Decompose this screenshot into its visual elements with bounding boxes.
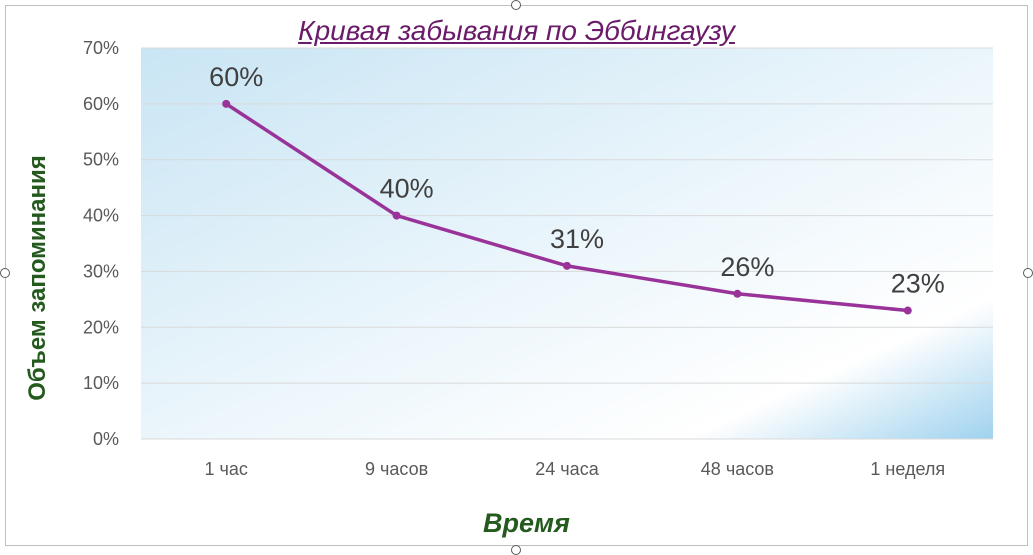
y-tick-label: 50% — [83, 150, 119, 170]
x-axis-title: Время — [483, 508, 570, 538]
y-tick-label: 40% — [83, 206, 119, 226]
y-tick-label: 60% — [83, 94, 119, 114]
x-tick-label: 48 часов — [701, 459, 774, 479]
data-point — [733, 289, 742, 298]
x-tick-label: 9 часов — [365, 459, 428, 479]
y-tick-label: 10% — [83, 373, 119, 393]
y-axis: 0% 10% 20% 30% 40% 50% 60% 70% — [83, 38, 119, 449]
data-label: 26% — [720, 252, 774, 282]
gridlines — [141, 47, 993, 440]
data-label: 23% — [891, 269, 945, 299]
resize-handle-left[interactable] — [0, 268, 10, 278]
chart-title: Кривая забывания по Эббингаузу — [298, 15, 735, 46]
data-point — [903, 306, 912, 315]
resize-handle-top[interactable] — [511, 0, 521, 10]
data-point — [222, 99, 231, 108]
data-labels: 60% 40% 31% 26% 23% — [209, 62, 945, 299]
data-label: 40% — [380, 174, 434, 204]
y-tick-label: 20% — [83, 317, 119, 337]
y-tick-label: 0% — [93, 429, 119, 449]
y-tick-label: 70% — [83, 38, 119, 58]
x-tick-label: 1 час — [204, 459, 247, 479]
plot-area — [141, 48, 993, 439]
data-label: 60% — [209, 62, 263, 92]
x-tick-label: 24 часа — [535, 459, 599, 479]
y-axis-title: Объем запоминания — [24, 155, 51, 401]
data-point — [392, 211, 401, 220]
y-tick-label: 30% — [83, 261, 119, 281]
data-point — [563, 261, 571, 270]
series — [222, 99, 912, 315]
x-axis: 1 час 9 часов 24 часа 48 часов 1 неделя — [204, 459, 945, 479]
x-tick-label: 1 неделя — [870, 459, 945, 479]
data-label: 31% — [550, 224, 604, 254]
